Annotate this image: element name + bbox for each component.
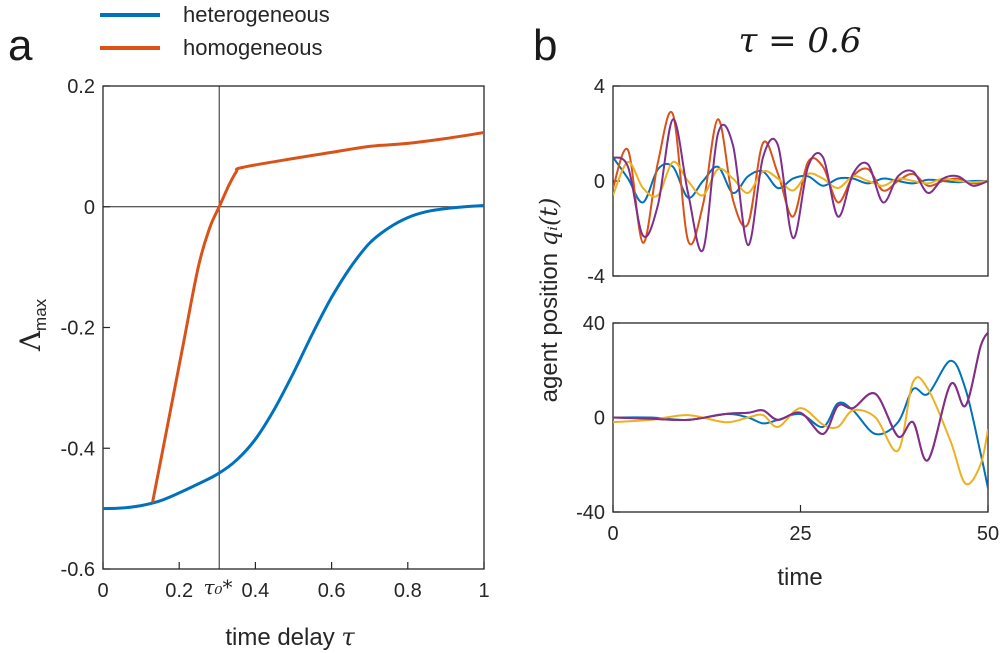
panel-b-title: τ = 0.6: [739, 21, 862, 61]
x-tick-label: 0.8: [394, 580, 422, 602]
series-line-2: [613, 160, 988, 198]
tau0-marker-label: τ₀*: [203, 575, 232, 599]
y-tick-label: -4: [587, 266, 605, 288]
series-line-2: [613, 376, 988, 486]
y-tick-label: 0: [84, 197, 95, 219]
series-line-1: [613, 110, 988, 246]
y-tick-label: 0.2: [67, 76, 95, 98]
y-tick-label: 0: [594, 408, 605, 430]
legend: heterogeneous homogeneous: [100, 2, 330, 60]
y-tick-label: -0.6: [61, 559, 95, 581]
y-tick-label: -40: [576, 502, 605, 524]
panel-a-xlabel: time delay τ: [225, 623, 355, 651]
panel-a-label: a: [8, 21, 33, 70]
x-tick-label: 0: [97, 580, 108, 602]
panel-a-axes: 0 0.2 0.4 0.6 0.8 1 -0.6 -0.4 -0.2 0 0.2: [61, 76, 490, 602]
legend-label-homogeneous: homogeneous: [183, 35, 322, 60]
y-tick-label: -0.4: [61, 438, 95, 460]
x-tick-label: 1: [478, 580, 489, 602]
panel-b-ylabel-text: agent position: [536, 246, 563, 402]
x-tick-label: 0.6: [318, 580, 346, 602]
panel-b-xlabel: time: [777, 564, 822, 591]
panel-a-ylabel: Λmax: [14, 298, 50, 352]
series-line-3: [613, 118, 988, 253]
y-tick-label: 4: [594, 76, 605, 98]
x-tick-label: 50: [977, 523, 999, 545]
x-tick-label: 0.4: [241, 580, 269, 602]
x-tick-label: 0.2: [165, 580, 193, 602]
series-line-0: [613, 156, 988, 204]
series-line-0: [613, 359, 988, 489]
y-tick-label: -0.2: [61, 318, 95, 340]
panel-b-ylabel: agent position qᵢ(t): [535, 198, 563, 403]
panel-b-label: b: [533, 21, 557, 70]
y-tick-label: 40: [583, 313, 605, 335]
panel-b-top-axes: -4 0 4: [587, 76, 989, 288]
x-tick-label: 25: [789, 523, 811, 545]
y-tick-label: 0: [594, 171, 605, 193]
series-line-3: [613, 331, 988, 462]
panel-b-ylabel-math: qᵢ(t): [535, 198, 563, 247]
legend-label-heterogeneous: heterogeneous: [183, 2, 330, 27]
series-line-1: [151, 131, 484, 503]
x-tick-label: 0: [607, 523, 618, 545]
series-line-0: [103, 204, 484, 511]
